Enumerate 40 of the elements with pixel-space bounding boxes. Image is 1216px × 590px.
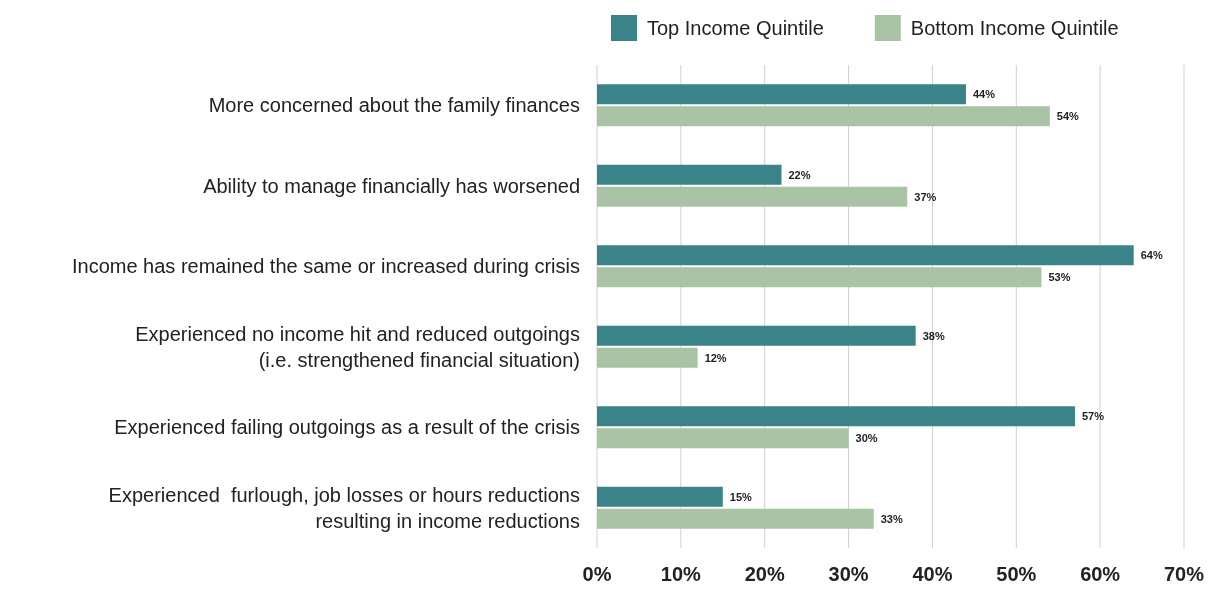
- x-tick-label: 20%: [744, 563, 785, 585]
- data-label: 57%: [1081, 410, 1105, 423]
- legend-label: Bottom Income Quintile: [910, 17, 1119, 39]
- data-label: 22%: [788, 168, 811, 181]
- data-label: 54%: [1056, 110, 1080, 123]
- bar: [597, 245, 1134, 266]
- bar: [597, 347, 698, 368]
- y-tick-label: Experienced furlough, job losses or hours reductions resulting in income reductions: [108, 483, 580, 532]
- x-tick-label: 60%: [1080, 563, 1121, 585]
- data-label: 64%: [1140, 249, 1163, 262]
- bar: [597, 267, 1042, 288]
- bar: [597, 486, 723, 507]
- y-tick-label: Income has remained the same or increased during crisis: [71, 255, 580, 278]
- bar: [597, 106, 1050, 127]
- data-label: 30%: [855, 432, 878, 445]
- bar: [597, 84, 966, 105]
- y-tick-label: Experienced no income hit and reduced outgoings (i.e. strengthened financial situation): [135, 322, 580, 371]
- bar: [597, 428, 849, 449]
- y-tick-label: Experienced failing outgoings as a result of the crisis: [114, 416, 580, 439]
- x-tick-label: 30%: [828, 563, 869, 585]
- legend-label: Top Income Quintile: [647, 17, 824, 39]
- data-label: 12%: [704, 351, 727, 364]
- bar: [597, 508, 874, 529]
- x-tick-label: 50%: [996, 563, 1037, 585]
- y-tick-label: More concerned about the family finances: [208, 94, 580, 117]
- data-label: 33%: [880, 512, 903, 525]
- bar: [597, 164, 782, 185]
- x-tick-label: 70%: [1163, 563, 1205, 585]
- x-tick-label: 10%: [660, 563, 702, 585]
- data-label: 44%: [972, 88, 996, 101]
- data-label: 15%: [729, 490, 753, 503]
- data-label: 37%: [914, 190, 937, 203]
- bar: [597, 186, 908, 207]
- data-label: 53%: [1048, 271, 1071, 284]
- data-label: 38%: [922, 329, 945, 342]
- x-tick-label: 0%: [582, 563, 612, 585]
- y-tick-label: Ability to manage financially has worsened: [203, 174, 580, 197]
- x-tick-label: 40%: [912, 563, 953, 585]
- bar: [597, 325, 916, 346]
- bar: [597, 406, 1075, 427]
